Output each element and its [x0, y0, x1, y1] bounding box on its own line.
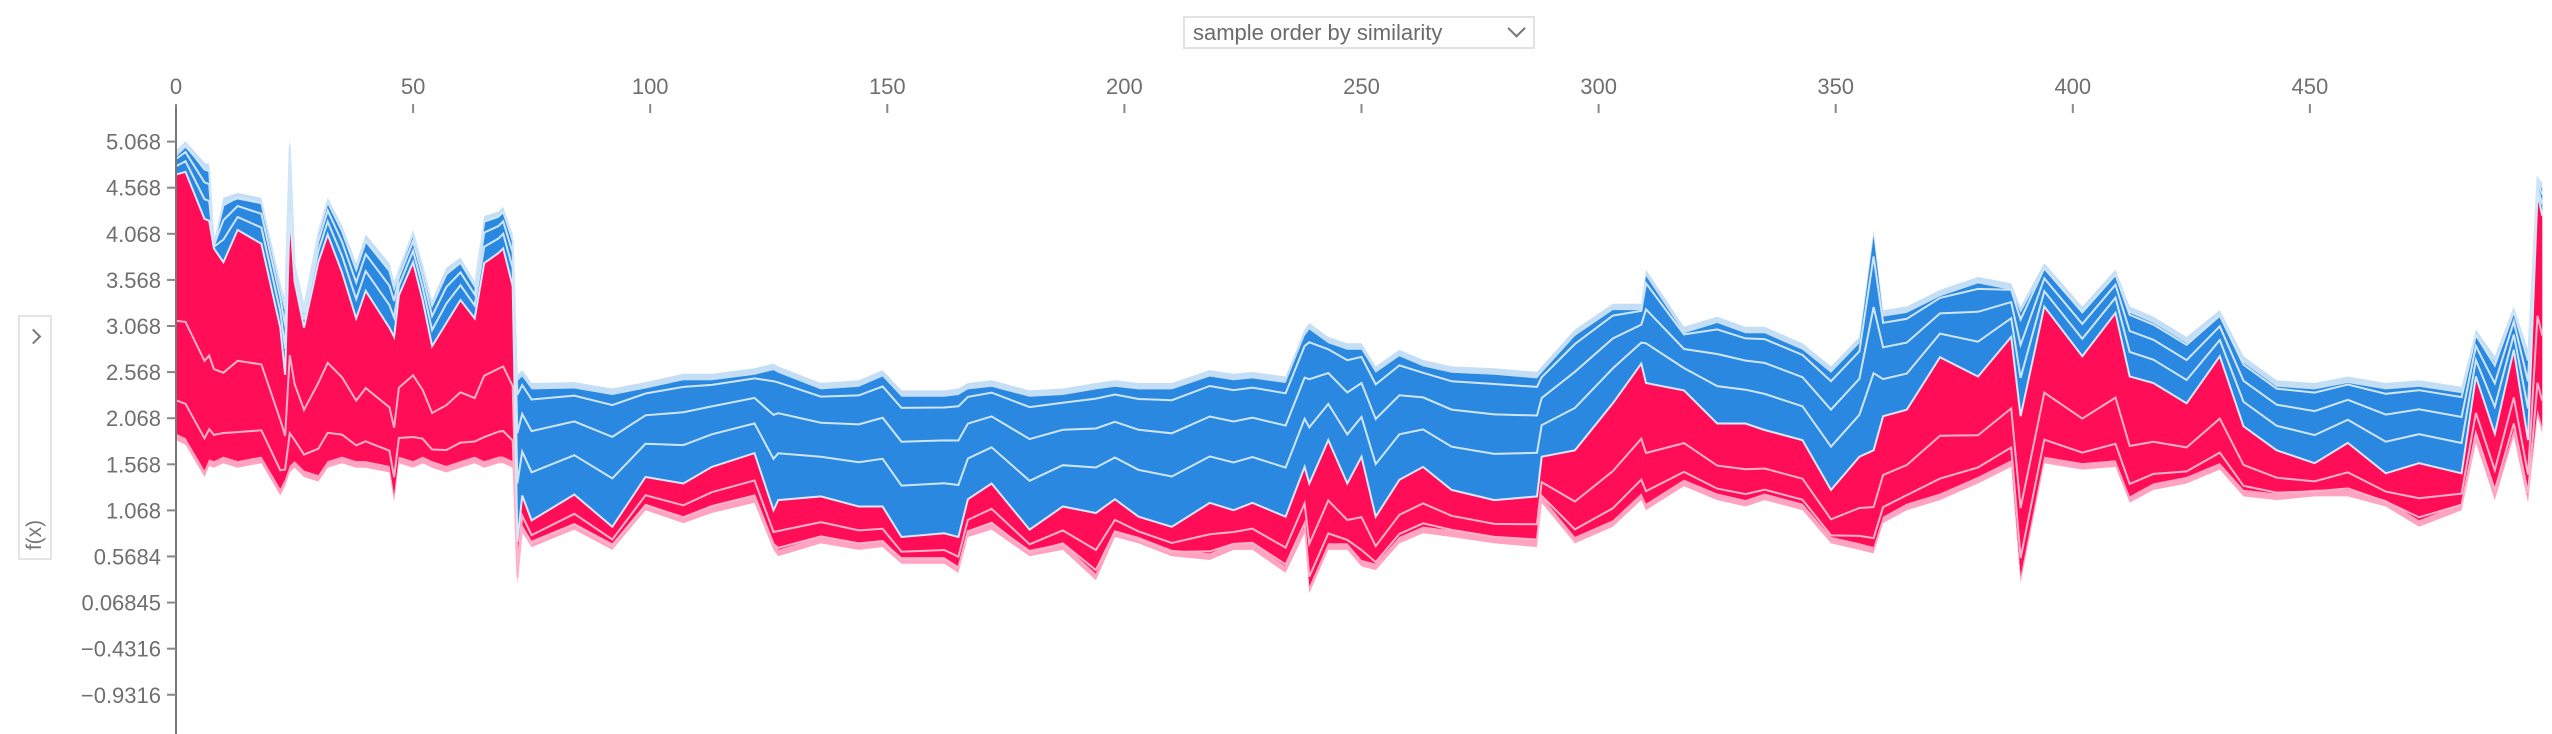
chevron-down-icon	[1507, 19, 1526, 38]
y-tick-label: 2.068	[106, 406, 161, 431]
x-tick-label: 150	[869, 74, 906, 99]
negative-edge-band	[176, 136, 2543, 397]
negative-feature-separator	[175, 150, 2544, 443]
y-tick-label: 0.5684	[94, 544, 161, 569]
x-axis: 0 50 100 150 200 250 300 350 400 450	[170, 74, 2328, 113]
x-tick-label: 450	[2292, 74, 2329, 99]
y-tick-label: 0.06845	[81, 591, 161, 616]
plot-areas	[175, 136, 2544, 594]
negative-contribution-area	[176, 143, 2543, 542]
y-tick-label: −0.4316	[81, 637, 161, 662]
sample-order-select-value: sample order by similarity	[1193, 19, 1443, 45]
output-value-line	[175, 170, 2544, 542]
x-tick-label: 0	[170, 74, 182, 99]
positive-feature-separator	[175, 315, 2544, 565]
negative-feature-separator	[175, 143, 2544, 409]
x-tick-label: 350	[1817, 74, 1854, 99]
y-tick-label: −0.9316	[81, 683, 161, 708]
x-tick-label: 400	[2054, 74, 2091, 99]
x-tick-label: 300	[1580, 74, 1617, 99]
y-tick-label: 4.068	[106, 222, 161, 247]
y-tick-label: 2.568	[106, 360, 161, 385]
x-tick-label: 100	[632, 74, 669, 99]
y-feature-select[interactable]: f(x)	[18, 315, 52, 560]
y-feature-label: f(x)	[23, 519, 46, 551]
chevron-right-icon	[25, 328, 42, 345]
y-tick-label: 3.568	[106, 268, 161, 293]
y-tick-label: 5.068	[106, 130, 161, 155]
sample-order-select[interactable]: sample order by similarity	[1183, 16, 1535, 49]
positive-feature-separator	[175, 382, 2544, 578]
y-tick-label: 4.568	[106, 176, 161, 201]
y-tick-label: 3.068	[106, 314, 161, 339]
x-tick-label: 250	[1343, 74, 1380, 99]
negative-feature-separator	[175, 159, 2544, 487]
y-tick-label: 1.068	[106, 498, 161, 523]
x-tick-label: 50	[401, 74, 425, 99]
positive-contribution-area	[176, 171, 2543, 587]
y-axis: 5.068 4.568 4.068 3.568 3.068 2.568 2.068 1.568…	[81, 108, 177, 734]
y-tick-label: 1.568	[106, 452, 161, 477]
x-tick-label: 200	[1106, 74, 1143, 99]
